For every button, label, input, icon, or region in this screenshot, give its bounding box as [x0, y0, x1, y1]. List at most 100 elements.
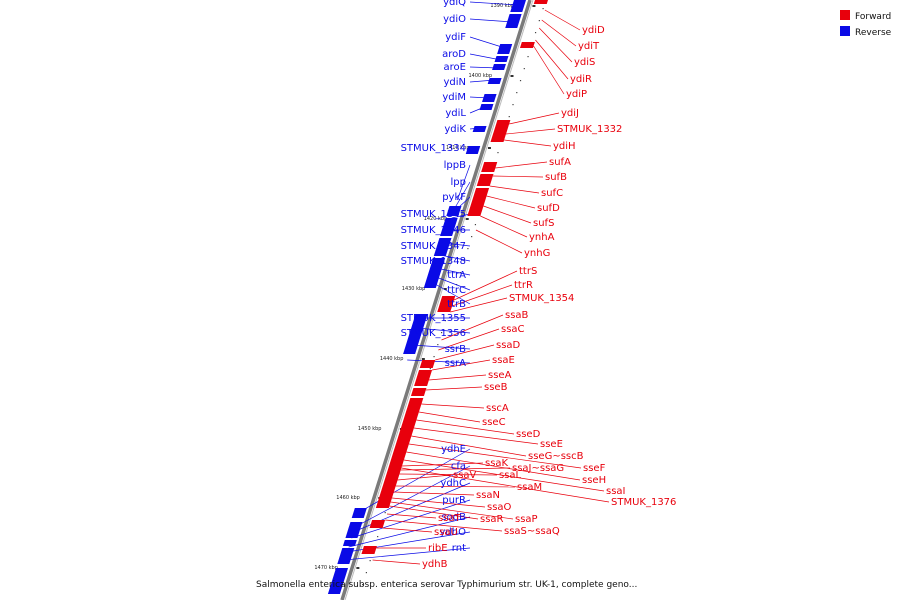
forward-feature — [519, 42, 535, 48]
reverse-gene-label-arod[interactable]: aroD — [442, 49, 466, 60]
forward-gene-leader — [450, 297, 508, 313]
forward-gene-label-ssee[interactable]: sseE — [540, 439, 563, 450]
forward-gene-label-ydir[interactable]: ydiR — [570, 74, 592, 85]
forward-gene-label-ssar[interactable]: ssaR — [480, 514, 504, 525]
forward-gene-label-stmuk-1332[interactable]: STMUK_1332 — [557, 124, 622, 135]
reverse-gene-label-ttrc[interactable]: ttrC — [447, 285, 466, 296]
reverse-gene-label-ydik[interactable]: ydiK — [444, 124, 466, 135]
tick-label: 1420 kbp — [424, 216, 448, 222]
reverse-gene-label-lpp[interactable]: lpp — [451, 177, 466, 188]
reverse-gene-label-ssrb[interactable]: ssrB — [445, 344, 467, 355]
reverse-gene-label-ssra[interactable]: ssrA — [445, 358, 467, 369]
forward-gene-label-sufs[interactable]: sufS — [533, 218, 554, 229]
reverse-gene-label-stmuk-1346[interactable]: STMUK_1346 — [401, 225, 466, 236]
reverse-gene-label-ttra[interactable]: ttrA — [447, 270, 466, 281]
forward-gene-label-ydid[interactable]: ydiD — [582, 25, 605, 36]
reverse-gene-label-ydim[interactable]: ydiM — [442, 92, 466, 103]
forward-gene-label-ssad[interactable]: ssaD — [496, 340, 521, 351]
forward-gene-label-ssam[interactable]: ssaM — [517, 482, 542, 493]
reverse-feature — [492, 64, 506, 70]
reverse-gene-label-sodb[interactable]: sodB — [441, 512, 466, 523]
reverse-gene-label-ydil[interactable]: ydiL — [445, 108, 466, 119]
reverse-gene-label-stmuk-1347[interactable]: STMUK_1347 — [401, 241, 466, 252]
forward-gene-label-ssas-ssaq[interactable]: ssaS~ssaQ — [504, 526, 560, 537]
forward-gene-label-ssai[interactable]: ssaI — [606, 486, 626, 497]
forward-gene-label-ttrs[interactable]: ttrS — [519, 266, 537, 277]
forward-gene-label-ynha[interactable]: ynhA — [529, 232, 555, 243]
forward-gene-label-ynhg[interactable]: ynhG — [524, 248, 550, 259]
reverse-gene-label-ttrb[interactable]: ttrB — [447, 299, 466, 310]
forward-feature — [397, 430, 414, 438]
forward-gene-label-ssae[interactable]: ssaE — [492, 355, 515, 366]
forward-gene-label-ssal[interactable]: ssaL — [499, 470, 522, 481]
forward-gene-label-ssea[interactable]: sseA — [488, 370, 512, 381]
reverse-gene-label-ydhe[interactable]: ydhE — [441, 444, 466, 455]
forward-gene-label-sufd[interactable]: sufD — [537, 203, 560, 214]
forward-gene-label-stmuk-1376[interactable]: STMUK_1376 — [611, 497, 676, 508]
forward-gene-label-ydit[interactable]: ydiT — [578, 41, 600, 52]
forward-gene-leader — [452, 284, 513, 307]
reverse-gene-leader — [454, 181, 471, 209]
forward-gene-label-sufc[interactable]: sufC — [541, 188, 563, 199]
reverse-feature — [351, 508, 367, 518]
reverse-gene-label-rnt[interactable]: rnt — [452, 543, 466, 554]
forward-gene-label-stmuk-1354[interactable]: STMUK_1354 — [509, 293, 574, 304]
forward-gene-label-ssav[interactable]: ssaV — [453, 470, 477, 481]
forward-feature — [375, 502, 391, 508]
forward-gene-label-sufa[interactable]: sufA — [549, 157, 571, 168]
forward-gene-label-ssau[interactable]: ssaU — [434, 527, 458, 538]
forward-gene-label-ssed[interactable]: sseD — [516, 429, 541, 440]
forward-gene-label-ssef[interactable]: sseF — [583, 463, 606, 474]
forward-gene-label-ssca[interactable]: sscA — [486, 403, 509, 414]
forward-gene-label-ydip[interactable]: ydiP — [566, 89, 587, 100]
reverse-feature — [423, 282, 438, 288]
forward-gene-label-ribe[interactable]: ribE — [428, 543, 448, 554]
forward-gene-label-ydij[interactable]: ydiJ — [561, 108, 579, 119]
reverse-gene-label-ydif[interactable]: ydiF — [445, 32, 466, 43]
reverse-gene-label-purr[interactable]: purR — [442, 495, 466, 506]
track-dot — [377, 536, 379, 538]
reverse-gene-label-cfa[interactable]: cfa — [451, 461, 466, 472]
reverse-gene-label-aroe[interactable]: aroE — [444, 62, 466, 73]
forward-gene-label-ssac[interactable]: ssaC — [501, 324, 525, 335]
reverse-gene-label-stmuk-1348[interactable]: STMUK_1348 — [401, 256, 466, 267]
reverse-gene-label-stmuk-1355[interactable]: STMUK_1355 — [401, 313, 466, 324]
reverse-gene-label-stmuk-1356[interactable]: STMUK_1356 — [401, 328, 466, 339]
forward-gene-label-sseh[interactable]: sseH — [582, 475, 606, 486]
forward-gene-label-sseg-sscb[interactable]: sseG~sscB — [528, 451, 584, 462]
reverse-gene-label-ydho[interactable]: ydhO — [440, 527, 467, 538]
reverse-gene-label-ydiq[interactable]: ydiQ — [443, 0, 466, 8]
track-dot — [497, 152, 499, 154]
reverse-gene-label-pykf[interactable]: pykF — [442, 192, 466, 203]
reverse-gene-leader — [433, 275, 471, 291]
reverse-gene-label-stmuk-1334[interactable]: STMUK_1334 — [401, 143, 466, 154]
forward-gene-label-sufb[interactable]: sufB — [545, 172, 567, 183]
reverse-gene-leader — [411, 344, 471, 350]
forward-gene-leader — [399, 473, 498, 476]
forward-gene-leader — [541, 19, 577, 47]
forward-feature — [419, 360, 436, 368]
forward-gene-label-ydih[interactable]: ydiH — [553, 141, 576, 152]
forward-gene-leader — [413, 427, 539, 445]
reverse-gene-label-ydin[interactable]: ydiN — [443, 77, 466, 88]
forward-gene-label-ssaj-ssag[interactable]: ssaJ~ssaG — [512, 463, 564, 474]
forward-gene-label-ssao[interactable]: ssaO — [487, 502, 512, 513]
reverse-feature — [413, 314, 428, 322]
forward-gene-label-ssab[interactable]: ssaB — [505, 310, 529, 321]
reverse-gene-leader — [344, 547, 471, 561]
forward-gene-leader — [504, 139, 552, 147]
reverse-feature — [425, 258, 446, 282]
forward-gene-label-ttrr[interactable]: ttrR — [514, 280, 533, 291]
forward-gene-label-ssan[interactable]: ssaN — [476, 490, 500, 501]
forward-gene-label-ssec[interactable]: sseC — [482, 417, 506, 428]
forward-gene-label-sseb[interactable]: sseB — [484, 382, 508, 393]
forward-gene-label-ydhb[interactable]: ydhB — [422, 559, 448, 570]
forward-gene-label-ydis[interactable]: ydiS — [574, 57, 595, 68]
reverse-gene-label-stmuk-1345[interactable]: STMUK_1345 — [401, 209, 466, 220]
forward-gene-label-ssat[interactable]: ssaT — [438, 513, 462, 524]
reverse-gene-label-ydhc[interactable]: ydhC — [440, 478, 466, 489]
reverse-gene-label-ydio[interactable]: ydiO — [443, 14, 466, 25]
reverse-gene-label-lppb[interactable]: lppB — [444, 160, 466, 171]
forward-gene-label-ssak[interactable]: ssaK — [485, 458, 509, 469]
forward-gene-label-ssap[interactable]: ssaP — [515, 514, 538, 525]
